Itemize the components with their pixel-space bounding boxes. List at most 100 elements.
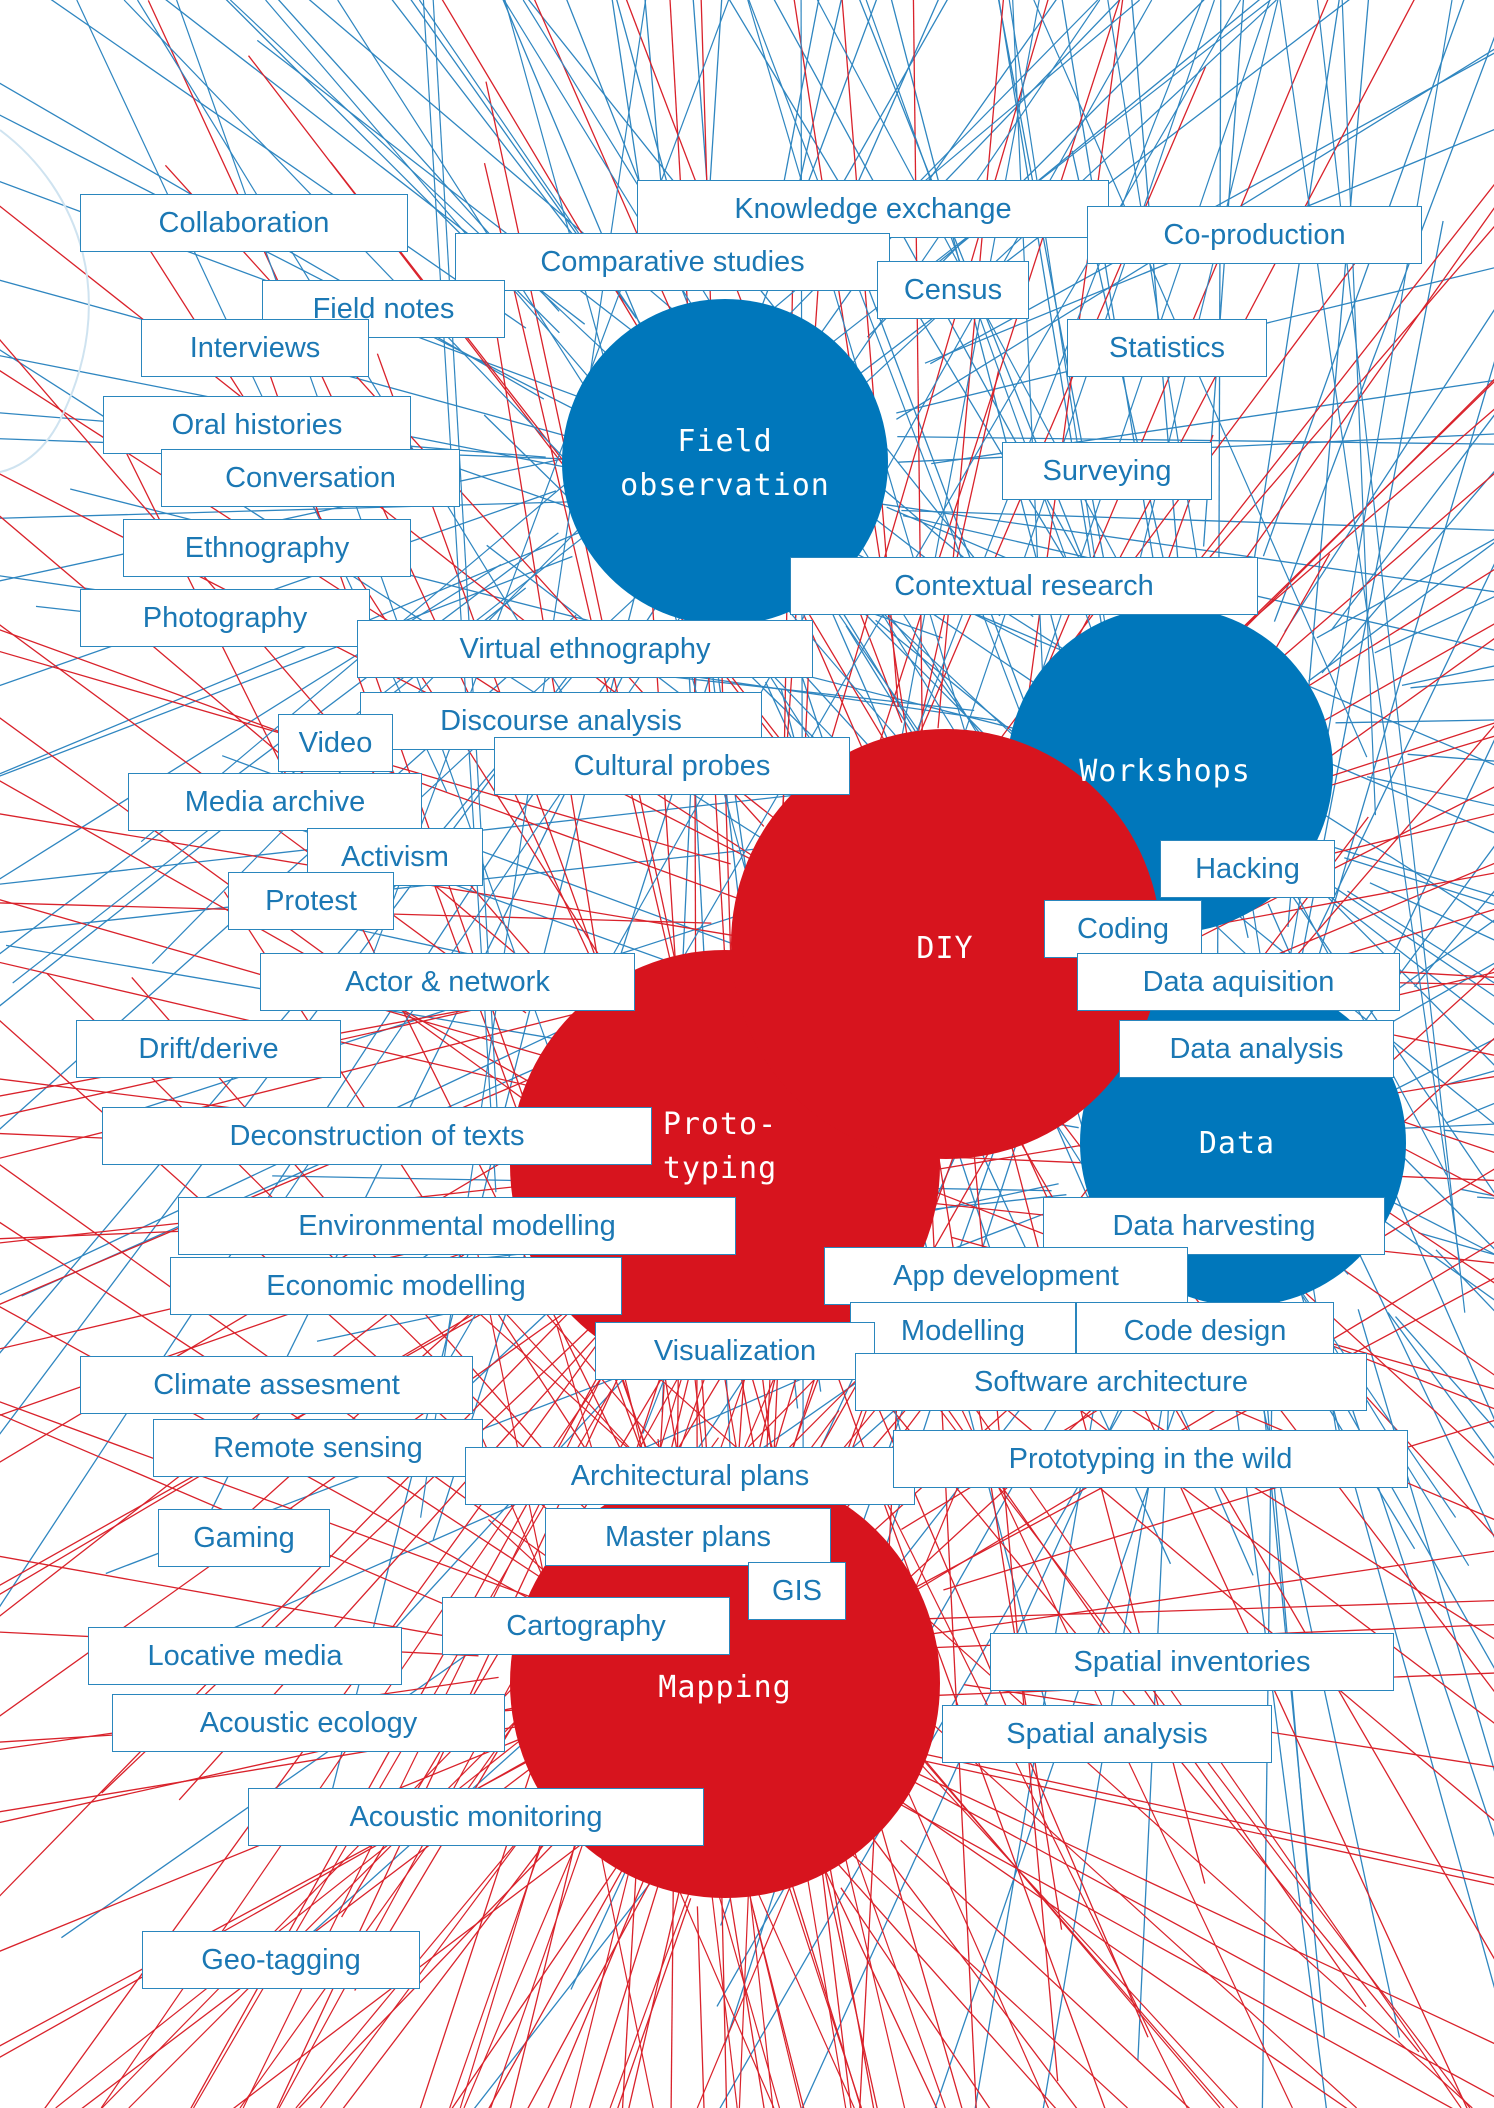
label-protest: Protest <box>228 872 394 930</box>
radiating-line <box>838 1864 1057 2108</box>
label-video: Video <box>278 714 393 772</box>
radiating-line <box>547 1841 661 2108</box>
radiating-line <box>0 813 756 940</box>
radiating-line <box>298 1826 571 2108</box>
radiating-line <box>1307 876 1494 1066</box>
label-modelling: Modelling <box>850 1302 1076 1360</box>
label-photography: Photography <box>80 589 370 647</box>
radiating-line <box>931 379 1494 465</box>
radiating-line <box>1308 541 1494 682</box>
radiating-line <box>410 0 637 319</box>
hub-field-observation: Field observation <box>620 424 830 503</box>
radiating-line <box>917 1751 1494 1879</box>
label-acoustic-ecology: Acoustic ecology <box>112 1694 505 1752</box>
radiating-line <box>81 1761 540 2108</box>
label-gis: GIS <box>748 1562 846 1620</box>
radiating-line <box>0 1555 566 1659</box>
radiating-line <box>1321 470 1494 674</box>
radiating-line <box>1477 1196 1494 1199</box>
label-visualization: Visualization <box>595 1322 875 1380</box>
radiating-line <box>628 1847 691 2108</box>
radiating-line <box>696 1906 705 2108</box>
radiating-line <box>0 1260 576 1586</box>
radiating-line <box>1356 1200 1494 1301</box>
hub-workshops: Workshops <box>1079 754 1251 789</box>
label-conversation: Conversation <box>161 449 460 507</box>
label-knowledge-exchange: Knowledge exchange <box>637 180 1109 238</box>
radiating-line <box>912 1770 1494 2045</box>
radiating-line <box>1115 872 1494 944</box>
radiating-line <box>391 0 625 302</box>
radiating-line <box>816 1836 878 2108</box>
label-software-architecture: Software architecture <box>855 1353 1367 1411</box>
radiating-line <box>527 1864 661 2108</box>
radiating-line <box>1317 361 1494 958</box>
label-virtual-ethnography: Virtual ethnography <box>357 620 813 678</box>
radiating-line <box>830 1782 1078 2108</box>
label-economic-modelling: Economic modelling <box>170 1257 622 1315</box>
label-locative-media: Locative media <box>88 1627 402 1685</box>
label-oral-histories: Oral histories <box>103 396 411 454</box>
radiating-line <box>813 1847 938 2108</box>
radiating-line <box>1247 0 1340 601</box>
radiating-line <box>840 1887 991 2108</box>
faint-contour-line <box>0 129 90 473</box>
radiating-line <box>912 0 923 737</box>
label-spatial-inventories: Spatial inventories <box>990 1633 1394 1691</box>
radiating-line <box>815 0 939 278</box>
radiating-line <box>1202 0 1245 547</box>
radiating-line <box>1347 890 1494 984</box>
radiating-line <box>0 1221 603 1619</box>
radiating-line <box>862 1783 1453 2108</box>
radiating-line <box>872 1076 1494 1181</box>
radiating-line <box>616 0 693 272</box>
label-cultural-probes: Cultural probes <box>494 737 850 795</box>
radiating-line <box>1366 776 1494 807</box>
radiating-line <box>934 1329 1203 2108</box>
radiating-line <box>1061 0 1159 591</box>
radiating-line <box>1395 1316 1494 1429</box>
label-collaboration: Collaboration <box>80 194 408 252</box>
radiating-line <box>617 1898 692 2108</box>
hub-prototyping: Proto- typing <box>662 1107 778 1186</box>
radiating-line <box>918 1759 1494 1886</box>
label-data-harvesting: Data harvesting <box>1043 1197 1385 1255</box>
label-environmental-modelling: Environmental modelling <box>178 1197 736 1255</box>
radiating-line <box>644 0 670 277</box>
label-drift-derive: Drift/derive <box>76 1020 341 1078</box>
radiating-line <box>861 1452 1188 2108</box>
hub-diy: DIY <box>916 931 974 966</box>
radiating-line <box>1273 36 1494 622</box>
radiating-line <box>483 162 672 964</box>
radiating-line <box>768 0 820 263</box>
hub-circle-diy <box>731 729 1161 1159</box>
radiating-line <box>875 1760 1494 2098</box>
radiating-line <box>837 1757 1348 2108</box>
radiating-line <box>1316 538 1494 639</box>
radiating-line <box>761 0 878 305</box>
label-interviews: Interviews <box>141 319 369 377</box>
radiating-line <box>1341 0 1376 816</box>
radiating-line <box>1033 0 1368 758</box>
radiating-line <box>0 650 731 865</box>
radiating-line <box>362 0 730 982</box>
radiating-line <box>0 902 712 924</box>
radiating-line <box>1374 596 1494 654</box>
radiating-line <box>1367 739 1494 1009</box>
radiating-line <box>997 0 1110 588</box>
radiating-line <box>929 52 1494 365</box>
radiating-line <box>0 1728 583 2058</box>
radiating-line <box>925 1599 1494 1620</box>
radiating-line <box>897 435 1494 445</box>
radiating-line <box>0 1279 602 1897</box>
label-comparative-studies: Comparative studies <box>455 233 890 291</box>
radiating-line <box>985 0 1329 813</box>
radiating-line <box>1307 1339 1494 1669</box>
radiating-line <box>0 780 591 1117</box>
radiating-line <box>1012 0 1048 777</box>
radiating-line <box>611 0 653 265</box>
label-remote-sensing: Remote sensing <box>153 1419 483 1477</box>
radiating-line <box>900 1839 1191 2108</box>
radiating-line <box>1335 719 1494 724</box>
radiating-line <box>801 1341 1151 2108</box>
